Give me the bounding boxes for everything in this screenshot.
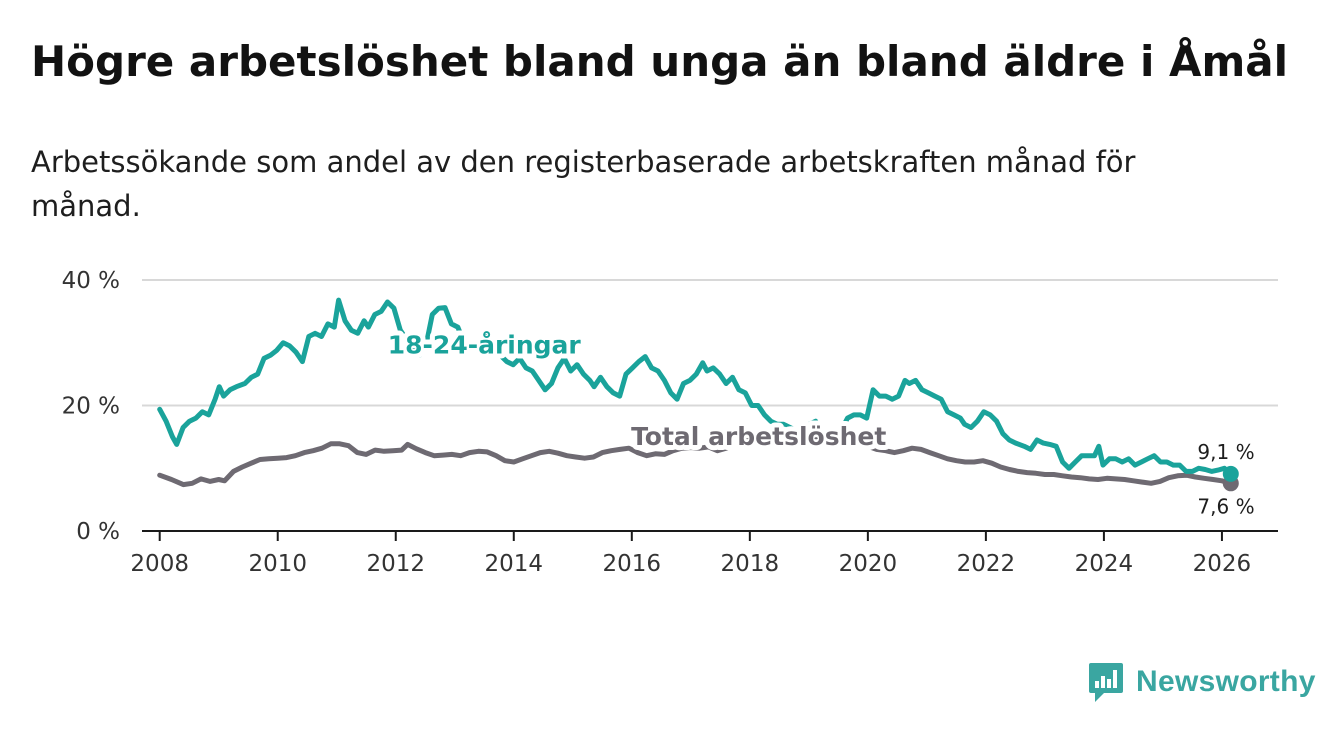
total-end-value-label: 7,6 % (1197, 494, 1254, 518)
youth-series-line (157, 297, 1234, 477)
x-tick-label: 2026 (1193, 551, 1252, 577)
youth-series-label: 18-24-åringar (388, 330, 582, 359)
series-lines (157, 297, 1239, 492)
y-axis-tick-labels: 0 % 20 % 40 % (62, 268, 120, 545)
newsworthy-logo: Newsworthy (1088, 660, 1316, 704)
x-tick-label: 2024 (1075, 551, 1134, 577)
y-tick-label: 40 % (62, 268, 120, 294)
x-tick-label: 2008 (130, 551, 189, 577)
youth-end-value-label: 9,1 % (1197, 440, 1254, 464)
y-tick-label: 20 % (62, 394, 120, 420)
bar-chart-speech-bubble-icon (1089, 663, 1123, 702)
x-tick-label: 2016 (603, 551, 662, 577)
x-tick-label: 2020 (839, 551, 898, 577)
youth-series-end-dot (1222, 465, 1239, 482)
x-tick-label: 2022 (957, 551, 1016, 577)
page-title: Högre arbetslöshet bland unga än bland ä… (31, 37, 1289, 86)
total-series-label: Total arbetslöshet (631, 422, 886, 451)
x-tick-label: 2018 (721, 551, 780, 577)
chart-subtitle: Arbetssökande som andel av den registerb… (31, 145, 1136, 223)
x-tick-label: 2010 (248, 551, 307, 577)
x-tick-label: 2014 (485, 551, 544, 577)
gridlines (142, 279, 1278, 407)
series-labels: 18-24-åringar Total arbetslöshet 9,1 % 7,6 … (383, 325, 1255, 518)
logo-text: Newsworthy (1136, 665, 1316, 698)
x-tick-label: 2012 (366, 551, 425, 577)
y-tick-label: 0 % (76, 519, 120, 545)
total-series-line (157, 434, 1234, 488)
x-axis (142, 530, 1278, 541)
x-axis-tick-labels: 2008 2010 2012 2014 2016 2018 2020 2022 2024 2026 (130, 551, 1251, 577)
